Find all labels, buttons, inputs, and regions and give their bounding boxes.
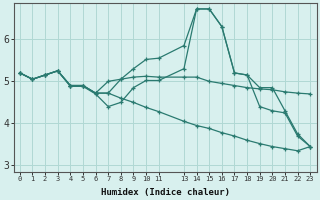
X-axis label: Humidex (Indice chaleur): Humidex (Indice chaleur) [100, 188, 229, 197]
